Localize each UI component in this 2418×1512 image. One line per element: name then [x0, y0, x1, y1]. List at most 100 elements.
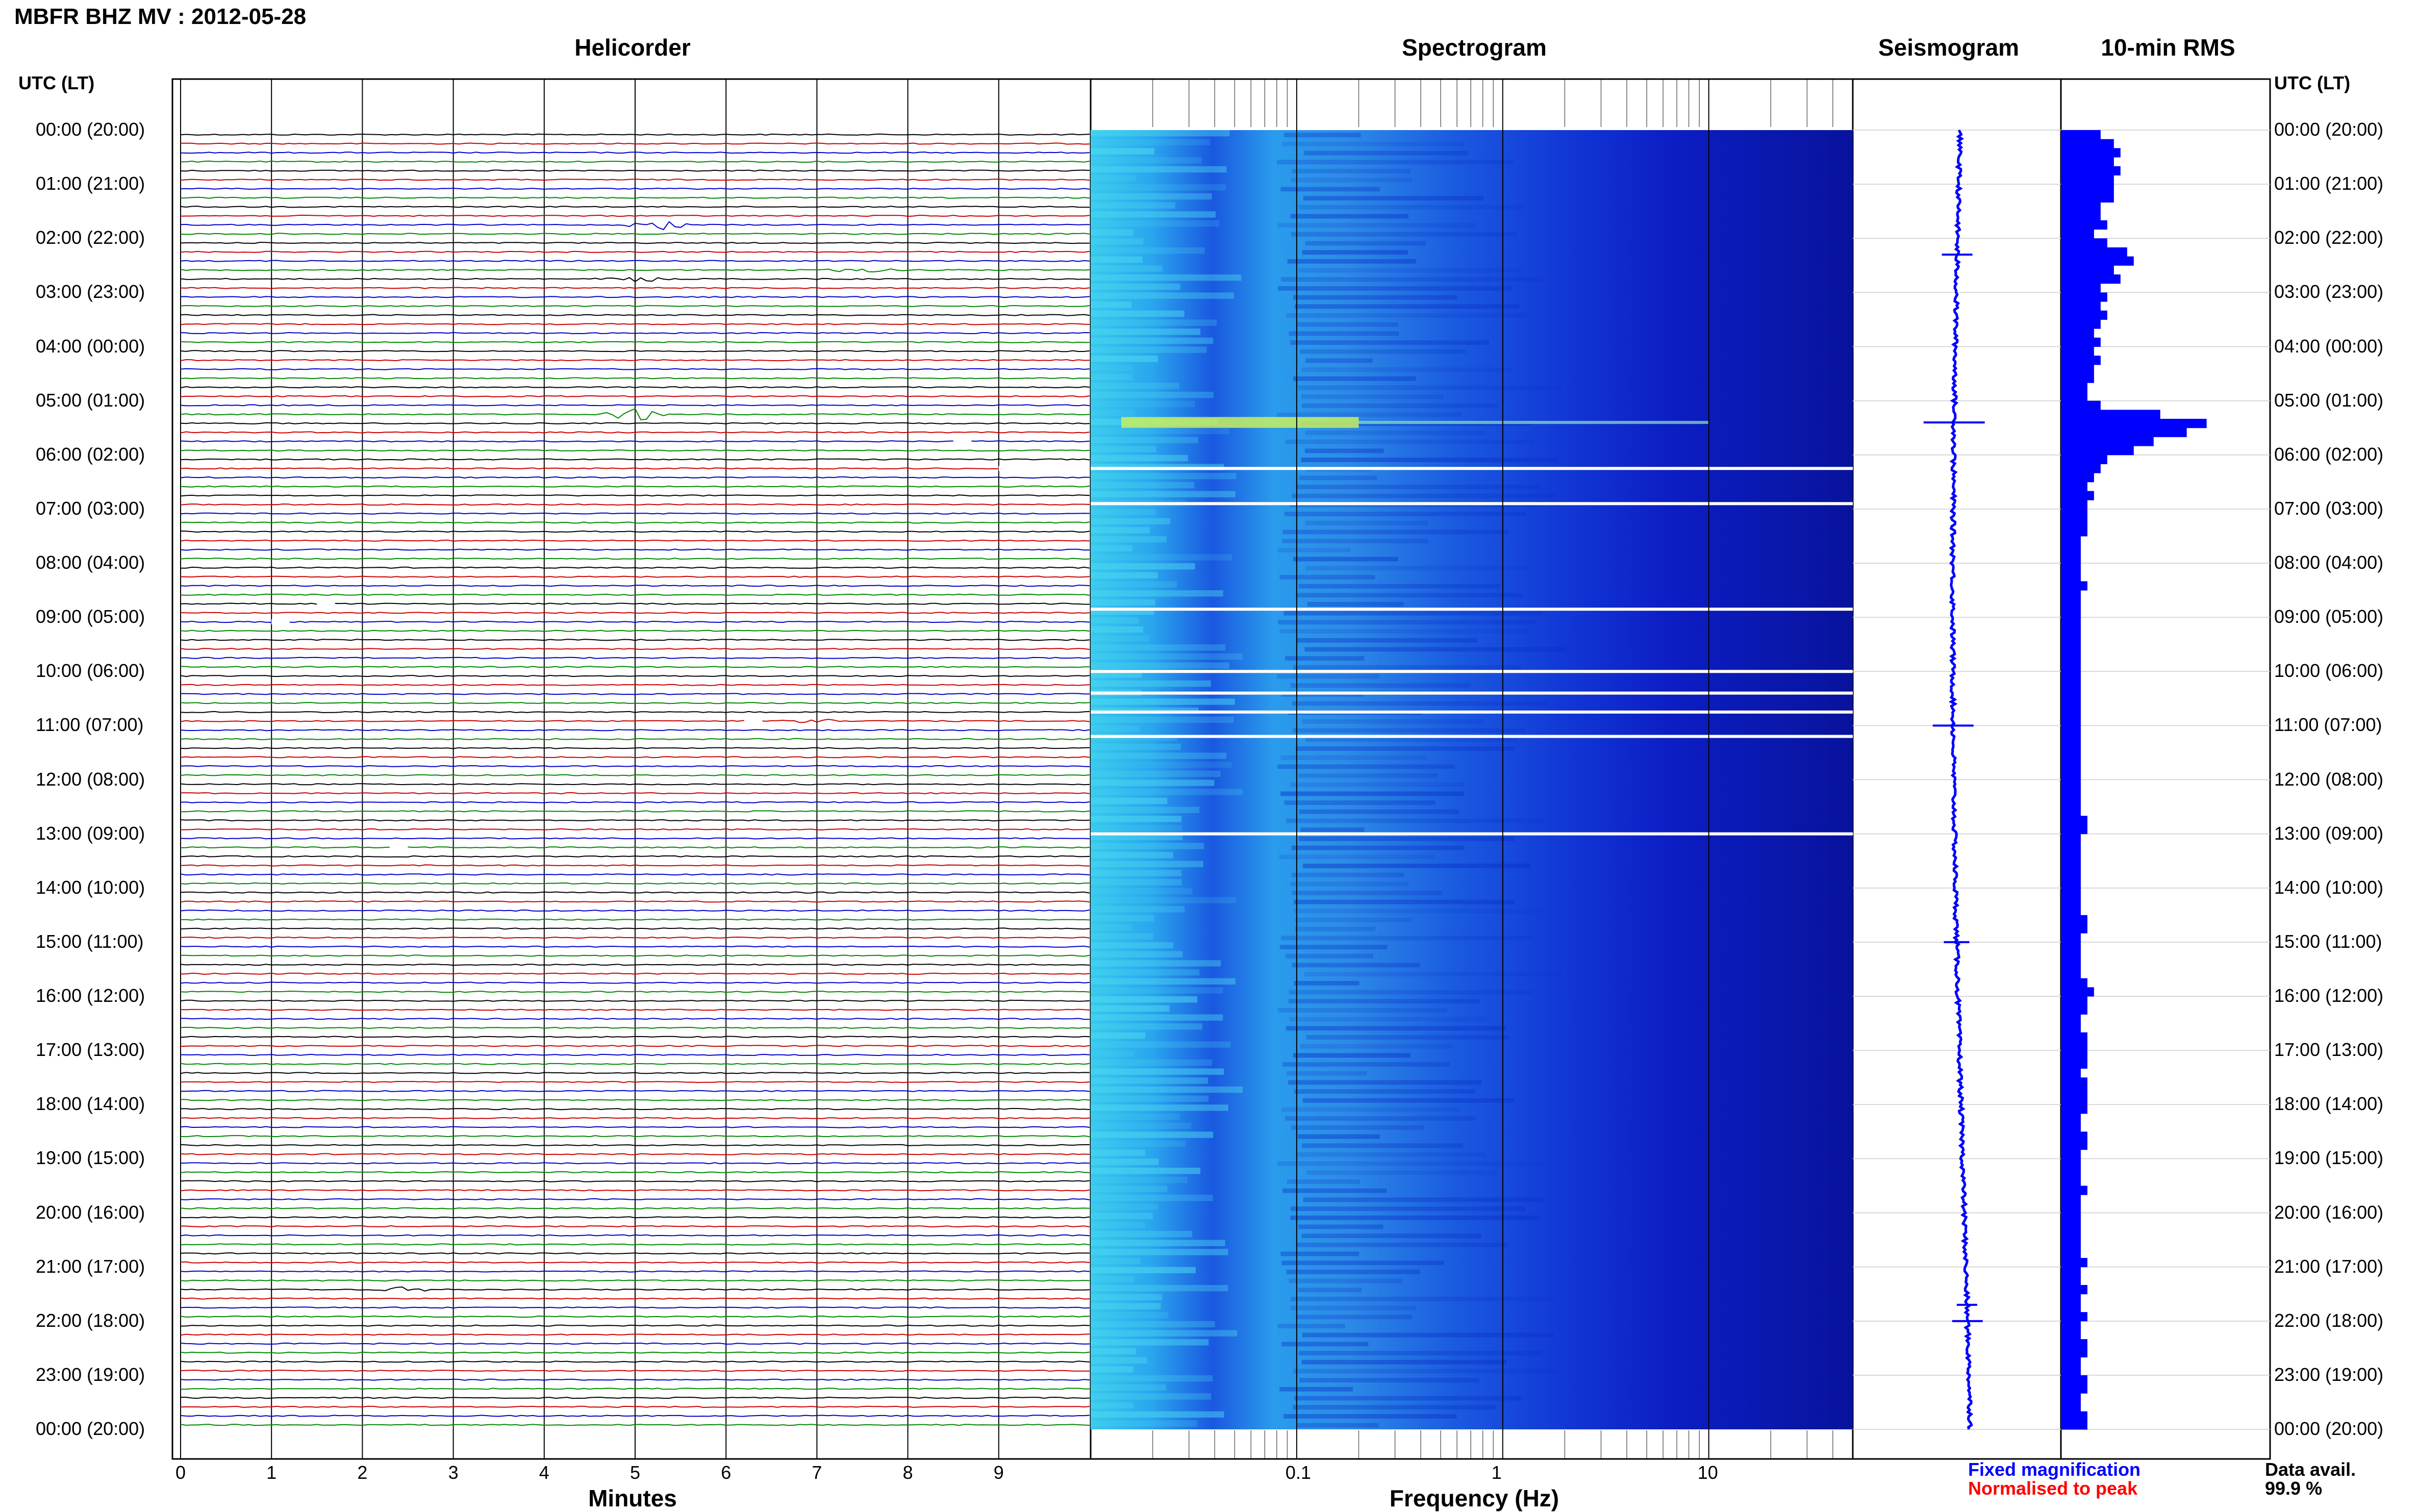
rms-bar — [2061, 779, 2081, 789]
helicorder-trace — [180, 711, 1090, 713]
spectrogram-row-texture — [1091, 1086, 1243, 1093]
rms-bar — [2061, 698, 2081, 708]
helicorder-trace — [180, 512, 1090, 515]
helicorder-trace — [180, 1099, 1090, 1101]
rms-bar — [2061, 1014, 2081, 1024]
rms-bar — [2061, 1195, 2081, 1204]
helicorder-trace — [180, 1090, 1090, 1092]
helicorder-trace — [180, 305, 1090, 308]
helicorder-trace — [180, 314, 1090, 316]
spectrogram-row-texture — [1091, 184, 1226, 191]
helicorder-trace — [180, 260, 1090, 262]
spectrogram-row-texture — [1091, 1023, 1202, 1030]
spectrogram-row-texture — [1280, 629, 1529, 634]
helicorder-trace — [180, 449, 1090, 452]
rms-bar — [2061, 1023, 2081, 1033]
time-label-left: 22:00 (18:00) — [36, 1309, 145, 1331]
spectrogram-row-texture — [1091, 797, 1168, 804]
rms-bar — [2061, 554, 2081, 564]
helicorder-trace — [180, 1198, 1090, 1201]
spectrogram-row-texture — [1306, 1170, 1497, 1175]
spectrogram-row-texture — [1291, 1296, 1553, 1301]
spectrogram-row-texture — [1091, 437, 1198, 443]
spectrogram-row-texture — [1091, 653, 1243, 660]
spectrogram-row-texture — [1091, 482, 1195, 489]
time-label-left: 00:00 (20:00) — [36, 1418, 145, 1439]
spectrogram-row-texture — [1091, 1393, 1212, 1400]
time-label-right: 13:00 (09:00) — [2274, 822, 2384, 844]
rms-bar — [2061, 211, 2101, 221]
helicorder-trace — [180, 1270, 1090, 1273]
helicorder-trace — [180, 1189, 1090, 1192]
helicorder-trace — [180, 1153, 1090, 1155]
rms-bar — [2061, 617, 2081, 627]
spectrogram-row-texture — [1301, 458, 1558, 462]
spectrogram-row-texture — [1091, 1222, 1145, 1228]
time-label-right: 00:00 (20:00) — [2274, 1418, 2384, 1439]
helicorder-trace — [180, 160, 1090, 163]
rms-bar — [2061, 1005, 2087, 1015]
spectrogram-row-texture — [1091, 1366, 1134, 1373]
time-label-left: 20:00 (16:00) — [36, 1201, 145, 1223]
spectrogram-row-texture — [1091, 364, 1134, 371]
rms-bar — [2061, 635, 2081, 645]
spectrogram-gap — [1091, 502, 1853, 506]
spectrogram-row-texture — [1091, 1195, 1213, 1201]
spectrogram-row-texture — [1280, 791, 1464, 796]
rms-bar — [2061, 1158, 2081, 1168]
helicorder-trace — [180, 1360, 1090, 1363]
rms-bar — [2061, 581, 2087, 591]
time-label-right: 11:00 (07:00) — [2274, 714, 2382, 736]
spectrogram-row-texture — [1091, 888, 1193, 895]
spectrogram-row-texture — [1091, 987, 1223, 994]
spectrogram-row-texture — [1091, 762, 1232, 768]
rms-bar — [2061, 752, 2081, 762]
spectrogram-row-texture — [1286, 1071, 1367, 1076]
helicorder-trace — [180, 521, 1090, 524]
spectrogram-row-texture — [1289, 1278, 1402, 1283]
spectrogram-row-texture — [1091, 383, 1179, 389]
time-label-right: 19:00 (15:00) — [2274, 1147, 2384, 1169]
spectrogram-row-texture — [1298, 205, 1524, 210]
spectrogram-row-texture — [1286, 313, 1528, 318]
spectrogram-row-texture — [1091, 789, 1243, 795]
rms-bar — [2061, 509, 2087, 519]
helicorder-trace — [180, 1297, 1090, 1300]
spectrogram-row-texture — [1091, 1095, 1209, 1102]
spectrogram-row-texture — [1292, 169, 1411, 173]
rms-bar — [2061, 762, 2081, 771]
rms-bar — [2061, 1375, 2087, 1385]
rms-bar — [2061, 951, 2081, 961]
rms-bar — [2061, 870, 2081, 879]
helicorder-trace — [180, 467, 1090, 470]
time-label-right: 20:00 (16:00) — [2274, 1201, 2384, 1223]
rms-bar — [2061, 274, 2121, 284]
spectrogram-row-texture — [1281, 277, 1545, 282]
spectrogram-row-texture — [1091, 1348, 1136, 1355]
helicorder-trace — [180, 422, 1090, 424]
time-label-left: 01:00 (21:00) — [36, 173, 145, 194]
helicorder-trace — [181, 810, 1090, 813]
helicorder-trace — [180, 756, 1090, 759]
spectrogram-row-texture — [1091, 1420, 1197, 1427]
helicorder-trace — [180, 666, 1090, 668]
helicorder-trace — [180, 1388, 1090, 1390]
spectrogram-row-texture — [1298, 268, 1522, 273]
rms-bar — [2061, 1213, 2081, 1222]
spectrogram-row-texture — [1284, 800, 1435, 805]
minute-tick-label: 4 — [539, 1462, 549, 1483]
time-label-left: 09:00 (05:00) — [36, 606, 145, 627]
spectrogram-row-texture — [1284, 133, 1361, 138]
rms-bar — [2061, 319, 2101, 329]
spectrogram-row-texture — [1305, 737, 1517, 742]
spectrogram-row-texture — [1091, 1122, 1191, 1129]
spectrogram-row-texture — [1091, 554, 1232, 561]
spectrogram-row-texture — [1281, 1342, 1369, 1347]
rms-bar — [2061, 364, 2094, 374]
rms-bar — [2061, 373, 2094, 383]
rms-bar — [2061, 879, 2081, 889]
spectrogram-row-texture — [1091, 211, 1216, 218]
rms-bar — [2061, 662, 2081, 672]
spectrogram-row-texture — [1294, 1089, 1475, 1094]
spectrogram-row-texture — [1091, 843, 1204, 849]
